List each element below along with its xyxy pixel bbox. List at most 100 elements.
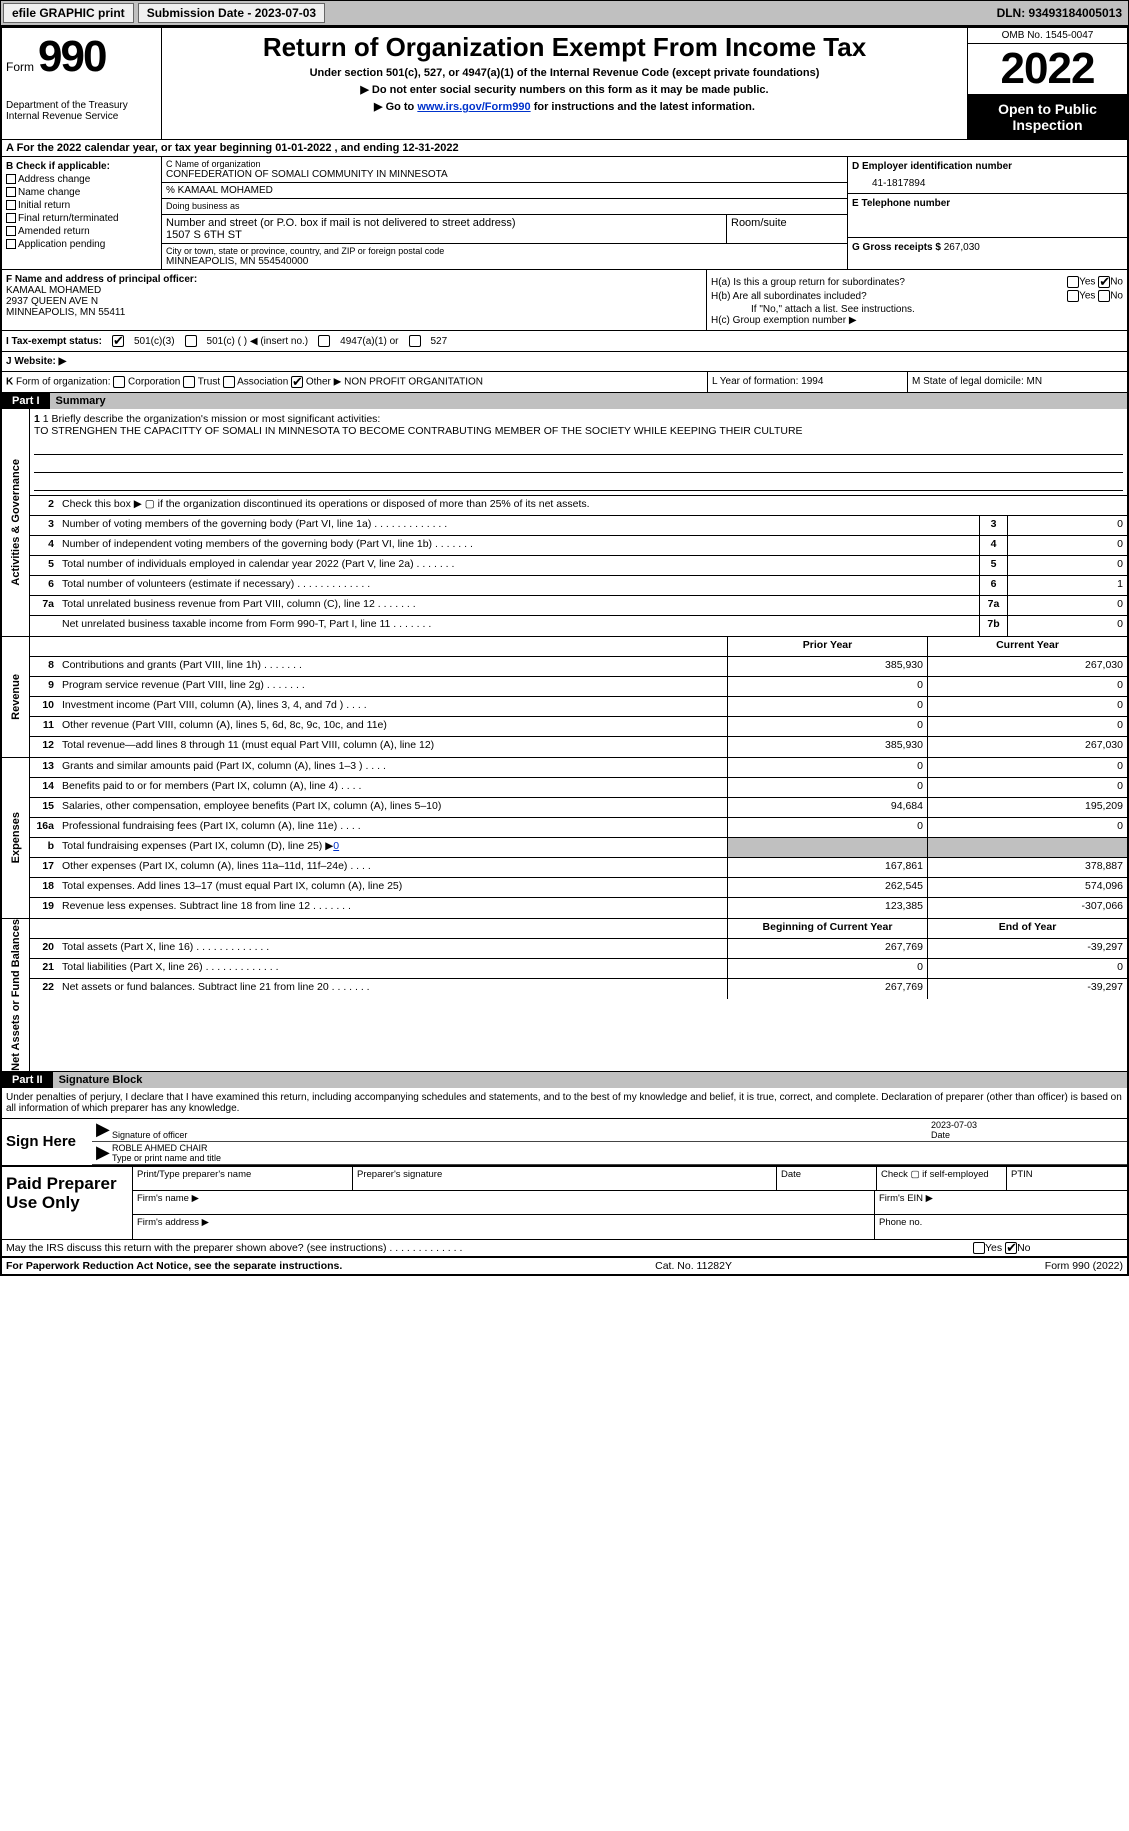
line-8-current: 267,030 [927, 657, 1127, 676]
ein-value: 41-1817894 [852, 178, 1123, 189]
part-1-number: Part I [2, 393, 50, 409]
row-m-state-domicile: M State of legal domicile: MN [907, 372, 1127, 392]
hb-no-checkbox[interactable] [1098, 290, 1110, 302]
ptin-label: PTIN [1007, 1167, 1127, 1190]
chk-amended-return[interactable]: Amended return [6, 226, 157, 237]
line-16a-prior: 0 [727, 818, 927, 837]
city-label: City or town, state or province, country… [166, 246, 843, 256]
name-title-label: Type or print name and title [112, 1153, 221, 1163]
line-20-current: -39,297 [927, 939, 1127, 958]
line-19-current: -307,066 [927, 898, 1127, 918]
penalty-statement: Under penalties of perjury, I declare th… [2, 1088, 1127, 1119]
phone-label: Phone no. [875, 1215, 1127, 1239]
line-22-prior: 267,769 [727, 979, 927, 999]
line-21-current: 0 [927, 959, 1127, 978]
preparer-signature: Preparer's signature [353, 1167, 777, 1190]
firm-name-label: Firm's name ▶ [133, 1191, 875, 1214]
line-10-prior: 0 [727, 697, 927, 716]
form-word: Form [6, 60, 34, 74]
column-b-checkboxes: B Check if applicable: Address change Na… [2, 157, 162, 269]
chk-address-change[interactable]: Address change [6, 174, 157, 185]
line-12: Total revenue—add lines 8 through 11 (mu… [58, 737, 727, 757]
line-4-value: 0 [1007, 536, 1127, 555]
line-11-current: 0 [927, 717, 1127, 736]
chk-name-change[interactable]: Name change [6, 187, 157, 198]
line-21: Total liabilities (Part X, line 26) [58, 959, 727, 978]
efile-print-button[interactable]: efile GRAPHIC print [3, 3, 134, 23]
line-9: Program service revenue (Part VIII, line… [58, 677, 727, 696]
row-a-tax-year: A For the 2022 calendar year, or tax yea… [2, 140, 1127, 157]
line-2: Check this box ▶ ▢ if the organization d… [58, 496, 1127, 515]
line-8: Contributions and grants (Part VIII, lin… [58, 657, 727, 676]
ha-label: H(a) Is this a group return for subordin… [711, 277, 905, 288]
may-yes-checkbox[interactable] [973, 1242, 985, 1254]
sign-here-label: Sign Here [2, 1119, 92, 1165]
hb-yes-checkbox[interactable] [1067, 290, 1079, 302]
paid-preparer-label: Paid Preparer Use Only [2, 1167, 132, 1239]
ha-yes-checkbox[interactable] [1067, 276, 1079, 288]
preparer-date-label: Date [777, 1167, 877, 1190]
line-20: Total assets (Part X, line 16) [58, 939, 727, 958]
chk-other[interactable] [291, 376, 303, 388]
city-state-zip: MINNEAPOLIS, MN 554540000 [166, 256, 843, 267]
line-22-current: -39,297 [927, 979, 1127, 999]
line-22: Net assets or fund balances. Subtract li… [58, 979, 727, 999]
chk-trust[interactable] [183, 376, 195, 388]
line-3: Number of voting members of the governin… [58, 516, 979, 535]
line-11: Other revenue (Part VIII, column (A), li… [58, 717, 727, 736]
line-21-prior: 0 [727, 959, 927, 978]
irs-link[interactable]: www.irs.gov/Form990 [417, 101, 530, 113]
line-18-prior: 262,545 [727, 878, 927, 897]
print-preparer-name: Print/Type preparer's name [133, 1167, 353, 1190]
omb-number: OMB No. 1545-0047 [968, 28, 1127, 44]
current-year-header: Current Year [927, 637, 1127, 656]
dln-label: DLN: 93493184005013 [993, 6, 1126, 20]
date-label: Date [931, 1130, 950, 1140]
line-4: Number of independent voting members of … [58, 536, 979, 555]
hb-label: H(b) Are all subordinates included? [711, 291, 867, 302]
chk-527[interactable] [409, 335, 421, 347]
column-f-officer: F Name and address of principal officer:… [2, 270, 707, 330]
chk-4947[interactable] [318, 335, 330, 347]
hb-note: If "No," attach a list. See instructions… [711, 304, 1123, 315]
submission-date-button[interactable]: Submission Date - 2023-07-03 [138, 3, 325, 23]
line-7b: Net unrelated business taxable income fr… [58, 616, 979, 636]
line-10-current: 0 [927, 697, 1127, 716]
page-footer: For Paperwork Reduction Act Notice, see … [2, 1258, 1127, 1274]
room-suite-label: Room/suite [731, 217, 787, 229]
org-name-label: C Name of organization [166, 159, 843, 169]
line-7a: Total unrelated business revenue from Pa… [58, 596, 979, 615]
chk-application-pending[interactable]: Application pending [6, 239, 157, 250]
part-1-title: Summary [50, 393, 1127, 409]
line-18: Total expenses. Add lines 13–17 (must eq… [58, 878, 727, 897]
officer-label: F Name and address of principal officer: [6, 274, 702, 285]
column-h-group: H(a) Is this a group return for subordin… [707, 270, 1127, 330]
form-header: Form 990 Department of the Treasury Inte… [2, 28, 1127, 140]
line-12-current: 267,030 [927, 737, 1127, 757]
vtab-revenue: Revenue [2, 637, 30, 757]
may-no-checkbox[interactable] [1005, 1242, 1017, 1254]
part-2-number: Part II [2, 1072, 53, 1088]
line-16a-current: 0 [927, 818, 1127, 837]
officer-name: KAMAAL MOHAMED [6, 285, 702, 296]
chk-corporation[interactable] [113, 376, 125, 388]
prior-year-header: Prior Year [727, 637, 927, 656]
dba-label: Doing business as [166, 201, 240, 211]
chk-501c3[interactable] [112, 335, 124, 347]
telephone-label: E Telephone number [852, 198, 1123, 209]
chk-final-return[interactable]: Final return/terminated [6, 213, 157, 224]
line-12-prior: 385,930 [727, 737, 927, 757]
line-13-prior: 0 [727, 758, 927, 777]
chk-501c[interactable] [185, 335, 197, 347]
ha-no-checkbox[interactable] [1098, 276, 1110, 288]
chk-association[interactable] [223, 376, 235, 388]
line-16b-value[interactable]: 0 [333, 840, 339, 852]
line-19-prior: 123,385 [727, 898, 927, 918]
line-13: Grants and similar amounts paid (Part IX… [58, 758, 727, 777]
chk-initial-return[interactable]: Initial return [6, 200, 157, 211]
ein-label: D Employer identification number [852, 161, 1123, 172]
officer-name-title: ROBLE AHMED CHAIR [112, 1143, 208, 1153]
signature-date: 2023-07-03 [931, 1120, 977, 1130]
line-18-current: 574,096 [927, 878, 1127, 897]
line-15: Salaries, other compensation, employee b… [58, 798, 727, 817]
